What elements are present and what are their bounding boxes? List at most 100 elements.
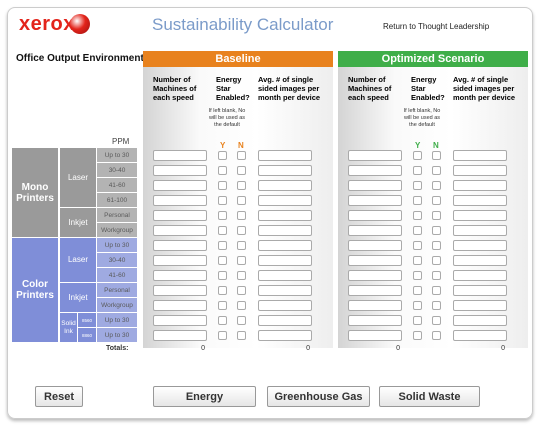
images-input[interactable]: [258, 285, 312, 296]
energy-star-no[interactable]: [237, 151, 246, 160]
button[interactable]: Solid Waste: [379, 386, 480, 407]
energy-star-no[interactable]: [237, 181, 246, 190]
images-input[interactable]: [453, 180, 507, 191]
energy-star-yes[interactable]: [218, 286, 227, 295]
button[interactable]: Reset: [35, 386, 83, 407]
images-input[interactable]: [453, 330, 507, 341]
energy-star-no[interactable]: [432, 241, 441, 250]
machines-input[interactable]: [348, 255, 402, 266]
energy-star-yes[interactable]: [218, 226, 227, 235]
energy-star-yes[interactable]: [218, 316, 227, 325]
energy-star-no[interactable]: [237, 211, 246, 220]
energy-star-no[interactable]: [432, 226, 441, 235]
images-input[interactable]: [258, 270, 312, 281]
energy-star-yes[interactable]: [413, 271, 422, 280]
energy-star-yes[interactable]: [413, 256, 422, 265]
machines-input[interactable]: [348, 165, 402, 176]
energy-star-no[interactable]: [432, 301, 441, 310]
images-input[interactable]: [258, 180, 312, 191]
energy-star-yes[interactable]: [218, 181, 227, 190]
machines-input[interactable]: [153, 285, 207, 296]
machines-input[interactable]: [348, 210, 402, 221]
energy-star-yes[interactable]: [413, 331, 422, 340]
energy-star-no[interactable]: [432, 316, 441, 325]
images-input[interactable]: [453, 165, 507, 176]
button[interactable]: Greenhouse Gas: [267, 386, 370, 407]
energy-star-yes[interactable]: [218, 256, 227, 265]
machines-input[interactable]: [348, 150, 402, 161]
machines-input[interactable]: [153, 210, 207, 221]
energy-star-no[interactable]: [237, 331, 246, 340]
energy-star-no[interactable]: [432, 166, 441, 175]
button[interactable]: Energy: [153, 386, 256, 407]
energy-star-no[interactable]: [237, 196, 246, 205]
machines-input[interactable]: [348, 225, 402, 236]
machines-input[interactable]: [153, 195, 207, 206]
energy-star-no[interactable]: [237, 316, 246, 325]
images-input[interactable]: [453, 255, 507, 266]
images-input[interactable]: [453, 285, 507, 296]
energy-star-yes[interactable]: [218, 196, 227, 205]
energy-star-yes[interactable]: [413, 196, 422, 205]
images-input[interactable]: [453, 150, 507, 161]
machines-input[interactable]: [153, 165, 207, 176]
energy-star-yes[interactable]: [218, 166, 227, 175]
images-input[interactable]: [258, 210, 312, 221]
images-input[interactable]: [258, 240, 312, 251]
energy-star-yes[interactable]: [413, 316, 422, 325]
energy-star-yes[interactable]: [218, 301, 227, 310]
energy-star-no[interactable]: [432, 151, 441, 160]
images-input[interactable]: [258, 330, 312, 341]
machines-input[interactable]: [153, 270, 207, 281]
images-input[interactable]: [258, 165, 312, 176]
machines-input[interactable]: [348, 330, 402, 341]
images-input[interactable]: [453, 315, 507, 326]
images-input[interactable]: [453, 270, 507, 281]
images-input[interactable]: [453, 300, 507, 311]
machines-input[interactable]: [153, 225, 207, 236]
energy-star-yes[interactable]: [218, 151, 227, 160]
energy-star-no[interactable]: [432, 211, 441, 220]
energy-star-no[interactable]: [432, 331, 441, 340]
energy-star-no[interactable]: [237, 286, 246, 295]
energy-star-yes[interactable]: [218, 211, 227, 220]
energy-star-yes[interactable]: [413, 211, 422, 220]
energy-star-no[interactable]: [237, 271, 246, 280]
images-input[interactable]: [453, 210, 507, 221]
machines-input[interactable]: [348, 300, 402, 311]
energy-star-no[interactable]: [237, 256, 246, 265]
energy-star-no[interactable]: [432, 286, 441, 295]
machines-input[interactable]: [153, 180, 207, 191]
energy-star-no[interactable]: [237, 301, 246, 310]
machines-input[interactable]: [153, 240, 207, 251]
machines-input[interactable]: [153, 315, 207, 326]
machines-input[interactable]: [348, 270, 402, 281]
energy-star-yes[interactable]: [413, 286, 422, 295]
energy-star-no[interactable]: [432, 181, 441, 190]
energy-star-yes[interactable]: [413, 301, 422, 310]
energy-star-yes[interactable]: [413, 241, 422, 250]
return-link[interactable]: Return to Thought Leadership: [383, 22, 490, 31]
energy-star-no[interactable]: [432, 271, 441, 280]
energy-star-yes[interactable]: [413, 151, 422, 160]
images-input[interactable]: [258, 150, 312, 161]
machines-input[interactable]: [153, 255, 207, 266]
images-input[interactable]: [453, 225, 507, 236]
energy-star-yes[interactable]: [218, 271, 227, 280]
images-input[interactable]: [258, 195, 312, 206]
energy-star-no[interactable]: [237, 241, 246, 250]
machines-input[interactable]: [153, 150, 207, 161]
machines-input[interactable]: [348, 240, 402, 251]
machines-input[interactable]: [348, 180, 402, 191]
energy-star-yes[interactable]: [413, 181, 422, 190]
energy-star-yes[interactable]: [413, 166, 422, 175]
energy-star-no[interactable]: [432, 256, 441, 265]
energy-star-yes[interactable]: [218, 331, 227, 340]
images-input[interactable]: [258, 255, 312, 266]
energy-star-no[interactable]: [237, 166, 246, 175]
images-input[interactable]: [453, 240, 507, 251]
machines-input[interactable]: [348, 195, 402, 206]
energy-star-yes[interactable]: [218, 241, 227, 250]
images-input[interactable]: [258, 300, 312, 311]
machines-input[interactable]: [153, 330, 207, 341]
